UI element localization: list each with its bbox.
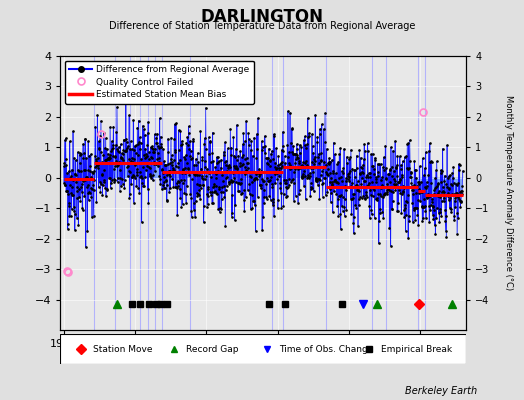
Text: Empirical Break: Empirical Break — [381, 344, 452, 354]
Text: DARLINGTON: DARLINGTON — [201, 8, 323, 26]
Text: Difference of Station Temperature Data from Regional Average: Difference of Station Temperature Data f… — [109, 21, 415, 31]
Text: Berkeley Earth: Berkeley Earth — [405, 386, 477, 396]
Text: Time of Obs. Change: Time of Obs. Change — [280, 344, 374, 354]
FancyBboxPatch shape — [60, 334, 466, 364]
Y-axis label: Monthly Temperature Anomaly Difference (°C): Monthly Temperature Anomaly Difference (… — [504, 96, 512, 290]
Legend: Difference from Regional Average, Quality Control Failed, Estimated Station Mean: Difference from Regional Average, Qualit… — [65, 60, 254, 104]
Text: Station Move: Station Move — [93, 344, 152, 354]
Text: Record Gap: Record Gap — [186, 344, 238, 354]
